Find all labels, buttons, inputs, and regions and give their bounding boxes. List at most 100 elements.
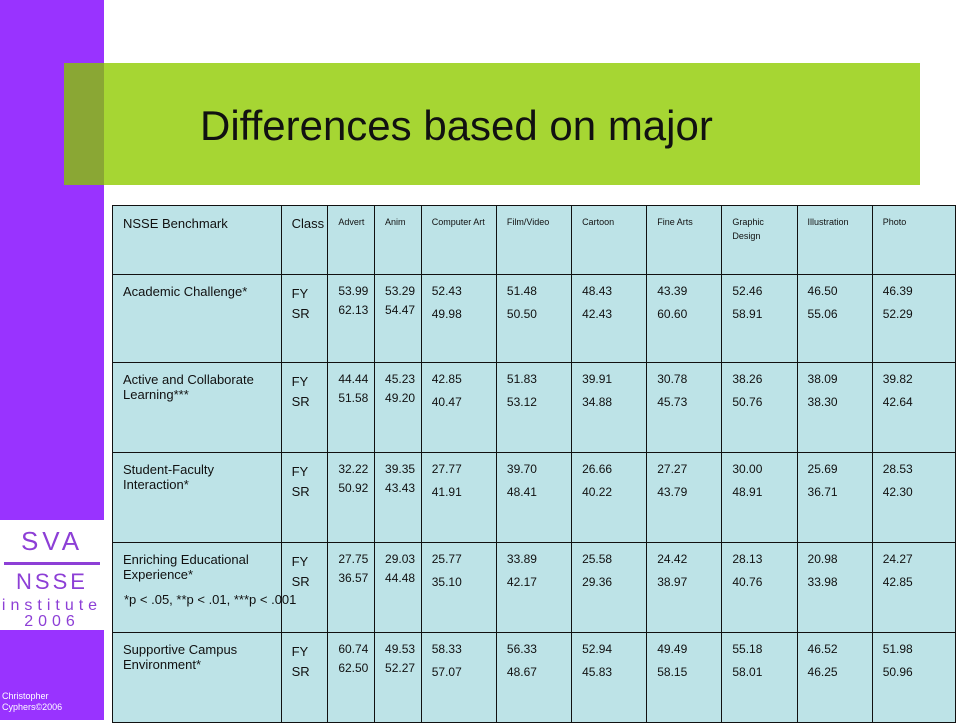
score-cell: 25.69 36.71 (796, 452, 873, 543)
class-label: FY (291, 286, 309, 301)
logo-line-4: 2006 (24, 613, 80, 630)
table-header-cell: NSSE Benchmark (112, 205, 282, 275)
score-cell: 39.35 43.43 (374, 452, 422, 543)
sr-score: 49.98 (431, 307, 462, 321)
class-label: SR (291, 664, 310, 679)
sr-score: 38.30 (807, 395, 838, 409)
fy-score: 56.33 (506, 642, 537, 656)
sr-score: 55.06 (807, 307, 838, 321)
score-cell: 27.27 43.79 (646, 452, 723, 543)
fy-score: 38.26 (732, 372, 763, 386)
score-cell: 53.99 62.13 (327, 274, 376, 363)
fy-score: 29.03 (385, 552, 416, 566)
table-header-cell: Photo (871, 205, 957, 275)
fy-score: 51.98 (882, 642, 913, 656)
sr-score: 34.88 (582, 395, 613, 409)
benchmark-cell: Student-Faculty Interaction* (112, 452, 282, 543)
score-cell: 39.91 34.88 (571, 362, 648, 453)
score-cell: 51.98 50.96 (871, 632, 957, 723)
fy-score: 42.85 (431, 372, 462, 386)
score-cell: 52.94 45.83 (571, 632, 648, 723)
score-cell: 46.50 55.06 (796, 274, 873, 363)
class-label: FY (291, 464, 309, 479)
score-cell: 52.46 58.91 (721, 274, 798, 363)
fy-score: 26.66 (582, 462, 613, 476)
score-cell: 45.23 49.20 (374, 362, 422, 453)
fy-score: 32.22 (338, 462, 369, 476)
fy-score: 43.39 (657, 284, 688, 298)
fy-score: 55.18 (732, 642, 763, 656)
class-label: FY (291, 374, 309, 389)
table-header-cell: Advert (327, 205, 376, 275)
fy-score: 46.52 (807, 642, 838, 656)
benchmark-cell: Supportive Campus Environment* (112, 632, 282, 723)
fy-score: 30.00 (732, 462, 763, 476)
sr-score: 43.43 (385, 481, 416, 495)
score-cell: 42.85 40.47 (420, 362, 497, 453)
score-cell: 51.48 50.50 (495, 274, 573, 363)
score-cell: 53.29 54.47 (374, 274, 422, 363)
score-cell: 30.00 48.91 (721, 452, 798, 543)
sva-nsse-logo: SVA NSSE institute 2006 (0, 520, 104, 630)
sr-score: 29.36 (582, 575, 613, 589)
score-cell: 29.03 44.48 (374, 542, 422, 633)
score-cell: 27.75 36.57 (327, 542, 376, 633)
fy-score: 51.83 (506, 372, 537, 386)
logo-divider (4, 562, 100, 565)
table-row: Academic Challenge* FY SR 53.99 62.13 53.29 54… (112, 274, 957, 363)
fy-score: 49.53 (385, 642, 416, 656)
fy-score: 44.44 (338, 372, 369, 386)
score-cell: 33.89 42.17 (495, 542, 573, 633)
fy-score: 39.70 (506, 462, 537, 476)
fy-score: 28.53 (882, 462, 913, 476)
sr-score: 52.27 (385, 661, 416, 675)
nsse-benchmark-table: NSSE Benchmark Class Advert Anim Computer Ar… (112, 205, 957, 723)
score-cell: 39.82 42.64 (871, 362, 957, 453)
sr-score: 50.92 (338, 481, 369, 495)
score-cell: 48.43 42.43 (571, 274, 648, 363)
score-cell: 56.33 48.67 (495, 632, 573, 723)
score-cell: 28.53 42.30 (871, 452, 957, 543)
score-cell: 27.77 41.91 (420, 452, 497, 543)
score-cell: 20.98 33.98 (796, 542, 873, 633)
fy-score: 46.50 (807, 284, 838, 298)
score-cell: 43.39 60.60 (646, 274, 723, 363)
table-header-cell: Film/Video (495, 205, 573, 275)
sr-score: 54.47 (385, 303, 416, 317)
fy-score: 52.94 (582, 642, 613, 656)
sr-score: 57.07 (431, 665, 462, 679)
score-cell: 28.13 40.76 (721, 542, 798, 633)
logo-line-1: SVA (20, 526, 84, 556)
fy-score: 28.13 (732, 552, 763, 566)
fy-score: 48.43 (582, 284, 613, 298)
fy-score: 38.09 (807, 372, 838, 386)
class-cell: FY SR (280, 274, 329, 363)
score-cell: 60.74 62.50 (327, 632, 376, 723)
sr-score: 35.10 (431, 575, 462, 589)
fy-score: 39.82 (882, 372, 913, 386)
fy-score: 24.27 (882, 552, 913, 566)
sr-score: 50.50 (506, 307, 537, 321)
logo-line-3: institute (1, 597, 103, 614)
sr-score: 42.64 (882, 395, 913, 409)
sr-score: 36.71 (807, 485, 838, 499)
sr-score: 45.73 (657, 395, 688, 409)
sr-score: 50.76 (732, 395, 763, 409)
class-label: SR (291, 306, 310, 321)
sr-score: 62.50 (338, 661, 369, 675)
table-header-cell: Computer Art (420, 205, 497, 275)
fy-score: 45.23 (385, 372, 416, 386)
fy-score: 49.49 (657, 642, 688, 656)
score-cell: 46.39 52.29 (871, 274, 957, 363)
class-cell: FY SR (280, 632, 329, 723)
score-cell: 30.78 45.73 (646, 362, 723, 453)
table-row: Student-Faculty Interaction* FY SR 32.22 50.… (112, 452, 957, 543)
fy-score: 25.58 (582, 552, 613, 566)
fy-score: 39.91 (582, 372, 613, 386)
benchmark-cell: Enriching Educational Experience* (112, 542, 282, 633)
fy-score: 52.46 (732, 284, 763, 298)
fy-score: 53.99 (338, 284, 369, 298)
title-bar-shade (64, 63, 104, 185)
sr-score: 46.25 (807, 665, 838, 679)
score-cell: 25.58 29.36 (571, 542, 648, 633)
